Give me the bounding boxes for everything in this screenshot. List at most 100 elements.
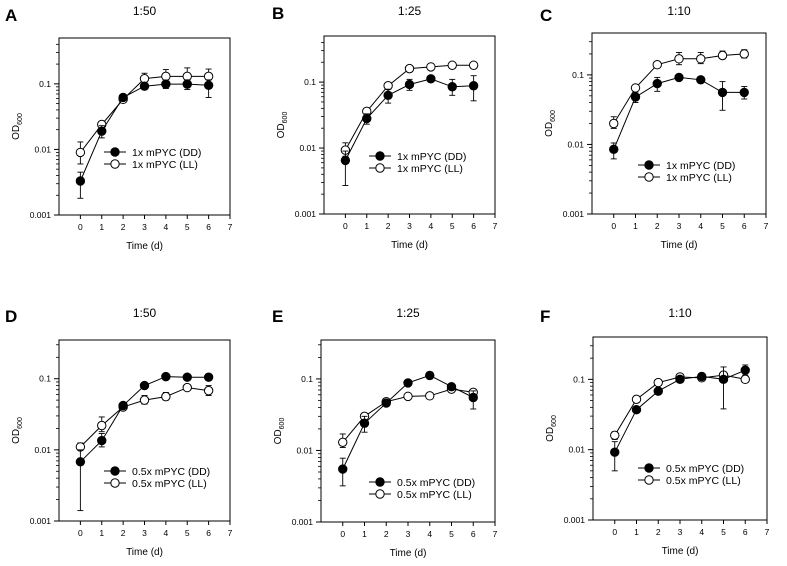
- x-tick-label: 6: [206, 528, 211, 538]
- legend-marker: [375, 477, 385, 487]
- data-point: [75, 176, 86, 186]
- x-tick-label: 4: [699, 527, 704, 537]
- legend-label: 1x mPYC (DD): [397, 151, 466, 163]
- panel-title: 1:10: [668, 306, 692, 320]
- x-tick-label: 5: [720, 221, 725, 231]
- x-tick-label: 7: [228, 222, 233, 232]
- x-tick-label: 6: [471, 529, 476, 539]
- y-axis-label-sub: 600: [550, 110, 557, 122]
- y-axis-label-main: OD: [273, 429, 284, 444]
- y-tick-label: 0.1: [39, 374, 51, 384]
- data-point: [359, 418, 370, 428]
- legend-label: 1x mPYC (DD): [666, 160, 735, 172]
- data-point: [75, 147, 86, 158]
- data-point: [182, 382, 192, 393]
- x-tick-label: 1: [99, 222, 104, 232]
- panel-e: E 1:25 0 1 2 3 4 5 6 7 0.001 0.01 0.1 Time (d) OD600 0.…: [272, 306, 498, 559]
- legend-label: 0.5x mPYC (DD): [132, 466, 210, 478]
- data-point: [139, 380, 150, 391]
- data-point: [118, 400, 128, 411]
- panel-letter: E: [272, 307, 283, 326]
- x-tick-label: 3: [142, 528, 147, 538]
- series-dd: [610, 364, 750, 472]
- data-point: [697, 371, 707, 382]
- y-tick-label: 0.1: [573, 374, 585, 384]
- data-point: [383, 90, 393, 101]
- x-tick-label: 0: [343, 221, 348, 231]
- y-tick-label: 0.001: [563, 209, 585, 219]
- x-tick-label: 7: [493, 221, 498, 231]
- data-point: [609, 118, 619, 129]
- x-tick-label: 2: [121, 222, 126, 232]
- data-point: [674, 72, 684, 83]
- legend-marker: [375, 151, 385, 161]
- y-axis-label: OD600: [276, 112, 289, 139]
- x-tick-label: 7: [493, 529, 498, 539]
- panel-a: A 1:50 0 1 2 3 4 5 6 7 0.001 0.01 0.1 Time (d) OD600 1x…: [5, 4, 233, 252]
- x-tick-label: 5: [449, 529, 454, 539]
- panel-d: D 1:50 0 1 2 3 4 5 6 7 0.001 0.01 0.1 Time (d) OD600 0.…: [5, 306, 233, 558]
- series-dd: [75, 371, 214, 512]
- data-point: [740, 374, 750, 385]
- panel-letter: C: [540, 6, 552, 25]
- x-tick-label: 7: [228, 528, 233, 538]
- x-tick-label: 2: [386, 221, 391, 231]
- x-tick-label: 0: [611, 221, 616, 231]
- series-dd: [609, 72, 749, 160]
- data-point: [383, 81, 393, 91]
- data-point: [182, 372, 192, 382]
- plot-frame: [58, 37, 231, 216]
- legend-label: 1x mPYC (DD): [132, 147, 201, 159]
- data-point: [161, 391, 171, 402]
- y-tick-label: 0.001: [564, 515, 586, 525]
- legend: 0.5x mPYC (DD)0.5x mPYC (LL): [369, 477, 475, 501]
- x-tick-label: 4: [429, 221, 434, 231]
- x-tick-label: 4: [698, 221, 703, 231]
- plot-frame: [58, 339, 231, 522]
- data-point: [203, 80, 214, 90]
- y-axis-label-sub: 600: [279, 418, 286, 430]
- series-dd: [338, 370, 478, 487]
- x-tick-label: 5: [721, 527, 726, 537]
- data-point: [182, 79, 192, 89]
- data-point: [403, 391, 413, 402]
- panel-f: F 1:10 0 1 2 3 4 5 6 7 0.001 0.01 0.1 Time (d) OD600 0.…: [540, 306, 770, 557]
- x-tick-label: 3: [407, 221, 412, 231]
- panel-title: 1:25: [398, 4, 422, 18]
- data-point: [426, 62, 436, 72]
- data-point: [630, 83, 641, 93]
- legend-marker: [644, 463, 654, 473]
- data-point: [468, 392, 478, 403]
- x-tick-label: 5: [185, 528, 190, 538]
- x-tick-label: 1: [364, 221, 369, 231]
- y-tick-label: 0.01: [567, 139, 584, 149]
- legend-marker: [110, 478, 120, 488]
- data-point: [610, 447, 620, 457]
- legend-label: 0.5x mPYC (DD): [666, 463, 744, 475]
- panel-letter: F: [540, 307, 550, 326]
- x-tick-label: 1: [362, 529, 367, 539]
- data-point: [653, 377, 663, 388]
- legend-marker: [110, 147, 120, 157]
- plot-frame: [323, 35, 496, 215]
- y-tick-label: 0.01: [296, 445, 313, 455]
- data-point: [675, 374, 685, 385]
- panel-letter: B: [272, 4, 284, 23]
- y-axis-label-sub: 600: [282, 112, 289, 124]
- data-point: [718, 374, 729, 385]
- x-tick-label: 7: [764, 221, 769, 231]
- data-point: [468, 81, 479, 91]
- legend-marker: [110, 159, 120, 169]
- series-ll: [609, 49, 749, 129]
- y-axis-label: OD600: [544, 110, 557, 137]
- data-point: [161, 71, 171, 82]
- legend: 0.5x mPYC (DD)0.5x mPYC (LL): [638, 463, 744, 487]
- legend-marker: [644, 475, 654, 485]
- legend-label: 0.5x mPYC (DD): [397, 477, 475, 489]
- panel-title: 1:25: [396, 306, 420, 320]
- legend-marker: [375, 163, 385, 173]
- x-tick-label: 6: [206, 222, 211, 232]
- data-point: [674, 54, 684, 64]
- data-point: [630, 92, 641, 102]
